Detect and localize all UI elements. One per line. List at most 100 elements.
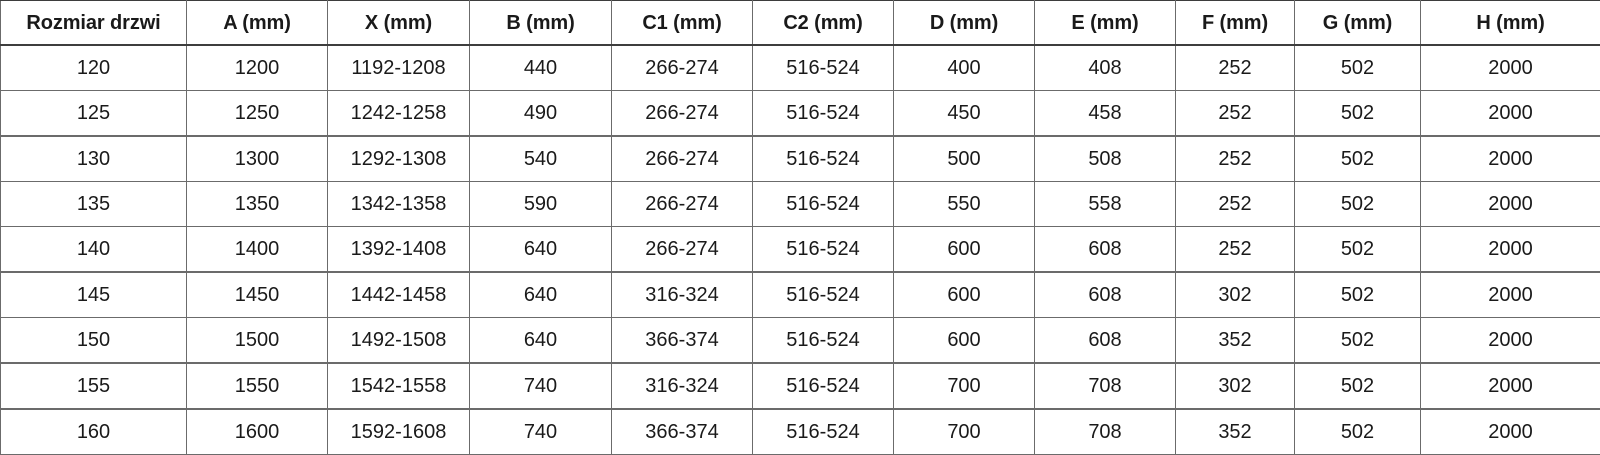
cell-x: 1542-1558 xyxy=(328,363,470,409)
cell-rozmiar-drzwi: 160 xyxy=(1,409,187,455)
cell-a: 1350 xyxy=(187,182,328,227)
cell-rozmiar-drzwi: 155 xyxy=(1,363,187,409)
cell-x: 1292-1308 xyxy=(328,136,470,182)
cell-e: 458 xyxy=(1035,91,1176,137)
column-header-e: E (mm) xyxy=(1035,1,1176,46)
cell-g: 502 xyxy=(1295,45,1421,91)
table-row: 145 1450 1442-1458 640 316-324 516-524 6… xyxy=(1,272,1600,318)
cell-a: 1500 xyxy=(187,318,328,364)
cell-b: 740 xyxy=(470,409,612,455)
cell-rozmiar-drzwi: 125 xyxy=(1,91,187,137)
column-header-d: D (mm) xyxy=(894,1,1035,46)
dimensions-table-container: Rozmiar drzwi A (mm) X (mm) B (mm) C1 (m… xyxy=(0,0,1600,444)
cell-g: 502 xyxy=(1295,272,1421,318)
cell-h: 2000 xyxy=(1421,409,1600,455)
cell-x: 1442-1458 xyxy=(328,272,470,318)
cell-d: 700 xyxy=(894,363,1035,409)
cell-f: 252 xyxy=(1176,136,1295,182)
cell-c1: 316-324 xyxy=(612,272,753,318)
cell-a: 1450 xyxy=(187,272,328,318)
column-header-rozmiar-drzwi: Rozmiar drzwi xyxy=(1,1,187,46)
cell-c2: 516-524 xyxy=(753,91,894,137)
cell-c2: 516-524 xyxy=(753,409,894,455)
cell-f: 252 xyxy=(1176,182,1295,227)
cell-h: 2000 xyxy=(1421,91,1600,137)
cell-h: 2000 xyxy=(1421,182,1600,227)
cell-e: 508 xyxy=(1035,136,1176,182)
cell-c2: 516-524 xyxy=(753,272,894,318)
cell-g: 502 xyxy=(1295,409,1421,455)
cell-h: 2000 xyxy=(1421,227,1600,273)
cell-a: 1400 xyxy=(187,227,328,273)
cell-e: 608 xyxy=(1035,272,1176,318)
cell-g: 502 xyxy=(1295,363,1421,409)
column-header-g: G (mm) xyxy=(1295,1,1421,46)
cell-h: 2000 xyxy=(1421,272,1600,318)
cell-e: 558 xyxy=(1035,182,1176,227)
cell-b: 740 xyxy=(470,363,612,409)
cell-c2: 516-524 xyxy=(753,182,894,227)
cell-rozmiar-drzwi: 145 xyxy=(1,272,187,318)
cell-c2: 516-524 xyxy=(753,45,894,91)
column-header-b: B (mm) xyxy=(470,1,612,46)
cell-x: 1242-1258 xyxy=(328,91,470,137)
cell-rozmiar-drzwi: 140 xyxy=(1,227,187,273)
cell-x: 1192-1208 xyxy=(328,45,470,91)
cell-c1: 266-274 xyxy=(612,91,753,137)
cell-f: 302 xyxy=(1176,363,1295,409)
cell-b: 640 xyxy=(470,318,612,364)
table-header: Rozmiar drzwi A (mm) X (mm) B (mm) C1 (m… xyxy=(1,1,1600,46)
cell-c1: 266-274 xyxy=(612,227,753,273)
table-row: 160 1600 1592-1608 740 366-374 516-524 7… xyxy=(1,409,1600,455)
cell-b: 540 xyxy=(470,136,612,182)
cell-b: 640 xyxy=(470,272,612,318)
cell-d: 600 xyxy=(894,227,1035,273)
cell-c2: 516-524 xyxy=(753,136,894,182)
cell-a: 1300 xyxy=(187,136,328,182)
cell-e: 708 xyxy=(1035,363,1176,409)
cell-a: 1200 xyxy=(187,45,328,91)
cell-c1: 266-274 xyxy=(612,45,753,91)
table-row: 155 1550 1542-1558 740 316-324 516-524 7… xyxy=(1,363,1600,409)
table-body: 120 1200 1192-1208 440 266-274 516-524 4… xyxy=(1,45,1600,455)
cell-g: 502 xyxy=(1295,318,1421,364)
cell-h: 2000 xyxy=(1421,318,1600,364)
cell-a: 1550 xyxy=(187,363,328,409)
cell-h: 2000 xyxy=(1421,363,1600,409)
cell-rozmiar-drzwi: 150 xyxy=(1,318,187,364)
cell-f: 252 xyxy=(1176,227,1295,273)
cell-d: 450 xyxy=(894,91,1035,137)
cell-x: 1592-1608 xyxy=(328,409,470,455)
cell-c2: 516-524 xyxy=(753,227,894,273)
cell-b: 640 xyxy=(470,227,612,273)
column-header-a: A (mm) xyxy=(187,1,328,46)
cell-e: 608 xyxy=(1035,318,1176,364)
table-row: 150 1500 1492-1508 640 366-374 516-524 6… xyxy=(1,318,1600,364)
cell-e: 608 xyxy=(1035,227,1176,273)
cell-h: 2000 xyxy=(1421,136,1600,182)
cell-x: 1392-1408 xyxy=(328,227,470,273)
cell-b: 440 xyxy=(470,45,612,91)
cell-c1: 266-274 xyxy=(612,182,753,227)
cell-b: 590 xyxy=(470,182,612,227)
cell-rozmiar-drzwi: 120 xyxy=(1,45,187,91)
column-header-f: F (mm) xyxy=(1176,1,1295,46)
cell-x: 1492-1508 xyxy=(328,318,470,364)
cell-d: 500 xyxy=(894,136,1035,182)
cell-f: 252 xyxy=(1176,45,1295,91)
column-header-c1: C1 (mm) xyxy=(612,1,753,46)
cell-c2: 516-524 xyxy=(753,363,894,409)
cell-e: 408 xyxy=(1035,45,1176,91)
table-row: 120 1200 1192-1208 440 266-274 516-524 4… xyxy=(1,45,1600,91)
cell-d: 600 xyxy=(894,272,1035,318)
cell-rozmiar-drzwi: 130 xyxy=(1,136,187,182)
cell-g: 502 xyxy=(1295,91,1421,137)
cell-c1: 366-374 xyxy=(612,409,753,455)
cell-f: 302 xyxy=(1176,272,1295,318)
cell-g: 502 xyxy=(1295,227,1421,273)
cell-d: 550 xyxy=(894,182,1035,227)
cell-a: 1250 xyxy=(187,91,328,137)
column-header-h: H (mm) xyxy=(1421,1,1600,46)
cell-d: 600 xyxy=(894,318,1035,364)
